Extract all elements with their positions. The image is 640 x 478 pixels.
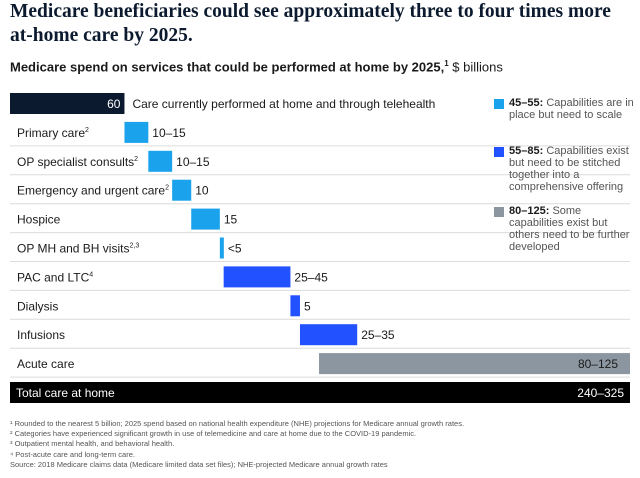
chart-headline: Medicare beneficiaries could see approxi… <box>10 1 611 46</box>
bar-baseline <box>10 93 125 114</box>
legend-item-45-55: 45–55: Capabilities are in place but nee… <box>494 97 634 121</box>
value-label-op-specialist-consults: 10–15 <box>176 155 210 169</box>
value-label-emergency-and-urgent-care: 10 <box>195 184 209 198</box>
bar-emergency-and-urgent-care <box>172 179 192 201</box>
subtitle-bold: Medicare spend on services that could be… <box>10 59 445 75</box>
value-label-pac-and-ltc: 25–45 <box>294 270 328 284</box>
legend-text-45-55: Capabilities are in place but need to sc… <box>509 97 634 121</box>
footnotes: ¹ Rounded to the nearest 5 billion; 2025… <box>10 419 630 470</box>
value-label-baseline: 60 <box>107 97 121 111</box>
row-label-dialysis: Dialysis <box>17 299 58 313</box>
subtitle-sup: 1 <box>444 59 449 68</box>
row-label-hospice: Hospice <box>17 213 61 227</box>
row-label-op-mh-and-bh-visits: OP MH and BH visits2,3 <box>17 242 139 256</box>
footnote-1: ¹ Rounded to the nearest 5 billion; 2025… <box>10 419 465 428</box>
subtitle-unit: $ billions <box>448 59 503 75</box>
footnote-source: Source: 2018 Medicare claims data (Medic… <box>10 459 388 469</box>
footnote-4: ⁴ Post-acute care and long-term care. <box>10 449 135 459</box>
bar-op-specialist-consults <box>148 150 173 172</box>
bar-infusions <box>299 324 358 346</box>
value-label-hospice: 15 <box>224 213 238 227</box>
legend-swatch-45-55 <box>494 99 504 109</box>
footnote-3: ³ Outpatient mental health, and behavior… <box>10 439 175 449</box>
chart-subtitle: Medicare spend on services that could be… <box>10 56 630 75</box>
legend-item-80-125: 80–125: Some capabilities exist but othe… <box>494 205 634 253</box>
legend-range-80-125: 80–125: <box>509 205 550 217</box>
bar-dialysis <box>290 295 300 317</box>
bar-primary-care <box>124 121 149 143</box>
legend-swatch-55-85 <box>494 147 504 157</box>
legend-text-80-125: Some capabilities exist but others need … <box>509 205 630 253</box>
bar-acute-care <box>319 353 630 375</box>
row-label-total-care-at-home: Total care at home <box>16 386 115 400</box>
bar-op-mh-and-bh-visits <box>219 237 224 259</box>
legend-range-45-55: 45–55: <box>509 97 544 109</box>
bar-total <box>10 382 630 403</box>
value-label-total: 240–325 <box>577 386 624 400</box>
footnote-2: ² Categories have experienced significan… <box>10 429 417 439</box>
value-label-primary-care: 10–15 <box>152 126 186 140</box>
row-label-emergency-and-urgent-care: Emergency and urgent care2 <box>17 184 169 198</box>
row-label-primary-care: Primary care2 <box>17 126 89 140</box>
row-label-acute-care: Acute care <box>17 357 75 371</box>
value-label-acute-care: 80–125 <box>578 357 618 371</box>
legend-swatch-80-125 <box>494 207 504 217</box>
value-label-dialysis: 5 <box>304 299 311 313</box>
legend-text-55-85: Capabilities exist but need to be stitch… <box>509 145 629 193</box>
baseline-note: Care currently performed at home and thr… <box>132 97 435 111</box>
value-label-infusions: 25–35 <box>361 328 395 342</box>
legend-item-55-85: 55–85: Capabilities exist but need to be… <box>494 145 634 193</box>
bar-hospice <box>191 208 220 230</box>
row-label-op-specialist-consults: OP specialist consults2 <box>17 155 138 169</box>
bar-pac-and-ltc <box>223 266 291 288</box>
value-label-op-mh-and-bh-visits: <5 <box>228 242 242 256</box>
row-label-pac-and-ltc: PAC and LTC4 <box>17 270 93 284</box>
row-label-infusions: Infusions <box>17 328 65 342</box>
legend-range-55-85: 55–85: <box>509 145 544 157</box>
